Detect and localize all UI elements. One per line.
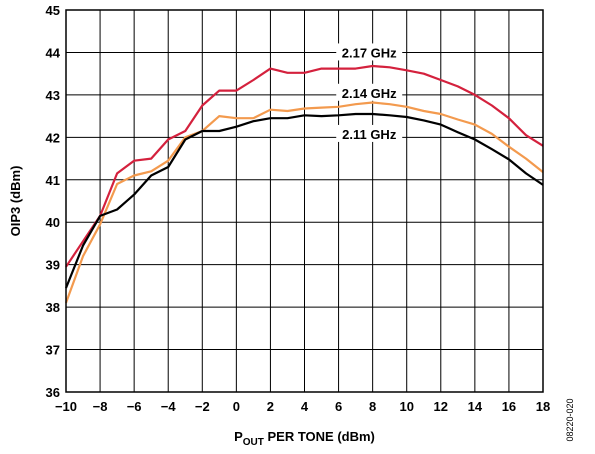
x-tick-label: 14 <box>468 399 483 414</box>
series-lines <box>64 64 544 304</box>
plot-frame <box>65 9 544 393</box>
y-tick-label: 38 <box>46 300 60 315</box>
x-tick-labels: −10 −8 −6 −4 −2 0 2 4 6 8 10 12 14 16 18 <box>55 399 550 414</box>
y-tick-labels: 36 37 38 39 40 41 42 43 44 45 <box>46 3 61 400</box>
x-tick-label: 18 <box>536 399 550 414</box>
y-tick-label: 45 <box>46 3 60 18</box>
x-tick-label: 0 <box>233 399 240 414</box>
y-tick-label: 44 <box>46 45 61 60</box>
x-tick-label: 10 <box>399 399 413 414</box>
series-labels: 2.17 GHz 2.14 GHz 2.11 GHz <box>336 43 403 142</box>
x-tick-label: −6 <box>127 399 142 414</box>
x-axis-label: POUT PER TONE (dBm) <box>234 429 375 448</box>
x-tick-label: 6 <box>335 399 342 414</box>
series-label: 2.11 GHz <box>342 127 397 142</box>
y-tick-label: 42 <box>46 130 60 145</box>
x-axis-label-rest: PER TONE (dBm) <box>264 429 375 444</box>
grid-lines <box>65 9 544 393</box>
series-line-2-14-ghz <box>64 101 544 304</box>
x-tick-label: 8 <box>369 399 376 414</box>
x-tick-label: 4 <box>301 399 309 414</box>
x-tick-label: −10 <box>55 399 77 414</box>
y-tick-label: 36 <box>46 385 60 400</box>
figure-id: 08220-020 <box>565 398 575 441</box>
x-tick-label: −2 <box>195 399 210 414</box>
y-tick-label: 39 <box>46 258 60 273</box>
x-axis-label-sub: OUT <box>243 437 264 448</box>
series-label-bg <box>336 43 403 61</box>
series-line-2-11-ghz <box>64 112 544 289</box>
series-label: 2.17 GHz <box>342 45 397 60</box>
series-label-bg <box>336 83 403 101</box>
y-tick-label: 41 <box>46 173 60 188</box>
x-axis-label-main: P <box>234 429 243 444</box>
series-line-2-17-ghz <box>65 64 544 268</box>
x-tick-label: 16 <box>502 399 516 414</box>
series-label: 2.14 GHz <box>342 86 397 101</box>
series-label-bg <box>336 124 403 142</box>
y-axis-label: OIP3 (dBm) <box>8 166 23 237</box>
y-tick-label: 40 <box>46 215 60 230</box>
x-tick-label: 12 <box>434 399 448 414</box>
y-tick-label: 37 <box>46 343 60 358</box>
x-tick-label: 2 <box>267 399 274 414</box>
x-tick-label: −4 <box>161 399 177 414</box>
x-tick-label: −8 <box>93 399 108 414</box>
y-tick-label: 43 <box>46 88 60 103</box>
